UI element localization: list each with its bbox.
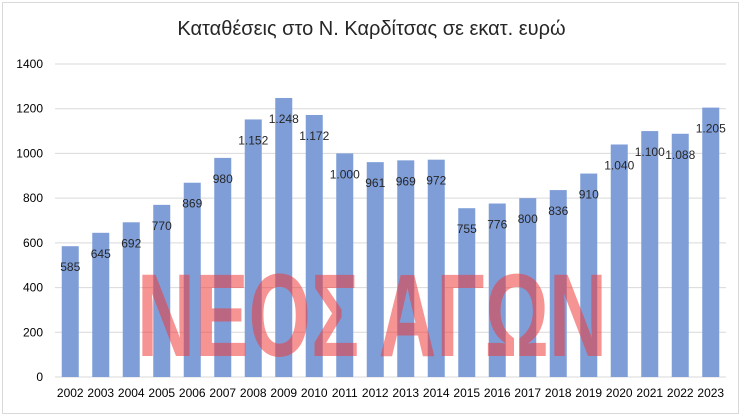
bar (244, 119, 262, 378)
data-label: 755 (457, 222, 477, 236)
y-axis-ticks: 0 200 400 600 800 1000 1200 1400 (16, 57, 43, 384)
y-tick-label: 1000 (16, 146, 43, 160)
x-axis-ticks: 2002 2003 2004 2005 2006 2007 2008 2009 2010 2011… (57, 386, 725, 400)
x-tick-label: 2004 (118, 386, 145, 400)
data-label: 1.248 (269, 112, 299, 126)
x-tick-label: 2015 (453, 386, 480, 400)
watermark: ΝΕΟΣ ΑΓΩΝ (137, 250, 607, 382)
x-tick-label: 2008 (240, 386, 267, 400)
data-label: 836 (548, 204, 568, 218)
bar (519, 198, 537, 377)
data-label: 1.100 (635, 145, 665, 159)
bar (275, 97, 293, 378)
y-tick-label: 1400 (16, 57, 43, 71)
data-label: 1.000 (330, 167, 360, 181)
x-tick-label: 2014 (423, 386, 450, 400)
bar (61, 246, 79, 377)
bar (183, 182, 201, 377)
x-tick-label: 2020 (606, 386, 633, 400)
bar (305, 114, 323, 377)
x-tick-label: 2010 (301, 386, 328, 400)
x-tick-label: 2003 (87, 386, 114, 400)
bar (366, 162, 384, 377)
bar (549, 190, 567, 377)
data-label: 585 (60, 260, 80, 274)
data-label: 770 (152, 219, 172, 233)
y-tick-label: 800 (23, 191, 43, 205)
data-label: 645 (91, 247, 111, 261)
x-tick-label: 2012 (362, 386, 389, 400)
data-label: 910 (579, 188, 599, 202)
data-label: 1.040 (604, 158, 634, 172)
data-label: 800 (518, 212, 538, 226)
data-label: 961 (365, 176, 385, 190)
x-tick-label: 2021 (636, 386, 663, 400)
watermark-text: ΝΕΟΣ ΑΓΩΝ (137, 250, 607, 382)
data-label: 1.172 (299, 129, 329, 143)
bar (641, 131, 659, 377)
bar (458, 208, 476, 377)
x-tick-label: 2019 (575, 386, 602, 400)
bar (610, 144, 628, 377)
data-label: 980 (213, 172, 233, 186)
x-tick-label: 2007 (209, 386, 236, 400)
y-tick-label: 0 (36, 370, 43, 384)
x-tick-label: 2005 (148, 386, 175, 400)
x-tick-label: 2018 (545, 386, 572, 400)
bar (427, 159, 445, 377)
x-tick-label: 2016 (484, 386, 511, 400)
bar (153, 204, 171, 377)
bar (336, 153, 354, 377)
y-tick-label: 200 (23, 325, 43, 339)
data-label: 776 (487, 218, 507, 232)
x-tick-label: 2006 (179, 386, 206, 400)
bar (580, 173, 598, 377)
bar (92, 232, 110, 377)
bar (214, 157, 232, 377)
bar (671, 133, 689, 377)
bar (702, 107, 720, 377)
data-label: 1.152 (238, 133, 268, 147)
x-tick-label: 2023 (697, 386, 724, 400)
data-label: 869 (182, 197, 202, 211)
y-tick-label: 600 (23, 236, 43, 250)
data-label: 972 (426, 174, 446, 188)
bar (397, 160, 415, 377)
data-label: 969 (396, 174, 416, 188)
y-tick-label: 400 (23, 281, 43, 295)
x-tick-label: 2022 (667, 386, 694, 400)
x-tick-label: 2002 (57, 386, 84, 400)
x-tick-label: 2009 (270, 386, 297, 400)
bars (61, 97, 720, 378)
data-label: 1.088 (665, 148, 695, 162)
x-tick-label: 2013 (392, 386, 419, 400)
bar (488, 203, 506, 377)
chart-title: Καταθέσεις στο Ν. Καρδίτσας σε εκατ. ευρ… (177, 18, 566, 40)
bar (122, 222, 140, 377)
x-tick-label: 2017 (514, 386, 541, 400)
x-tick-label: 2011 (332, 386, 358, 400)
data-label: 1.205 (696, 122, 726, 136)
data-label: 692 (121, 236, 141, 250)
y-tick-label: 1200 (16, 102, 43, 116)
